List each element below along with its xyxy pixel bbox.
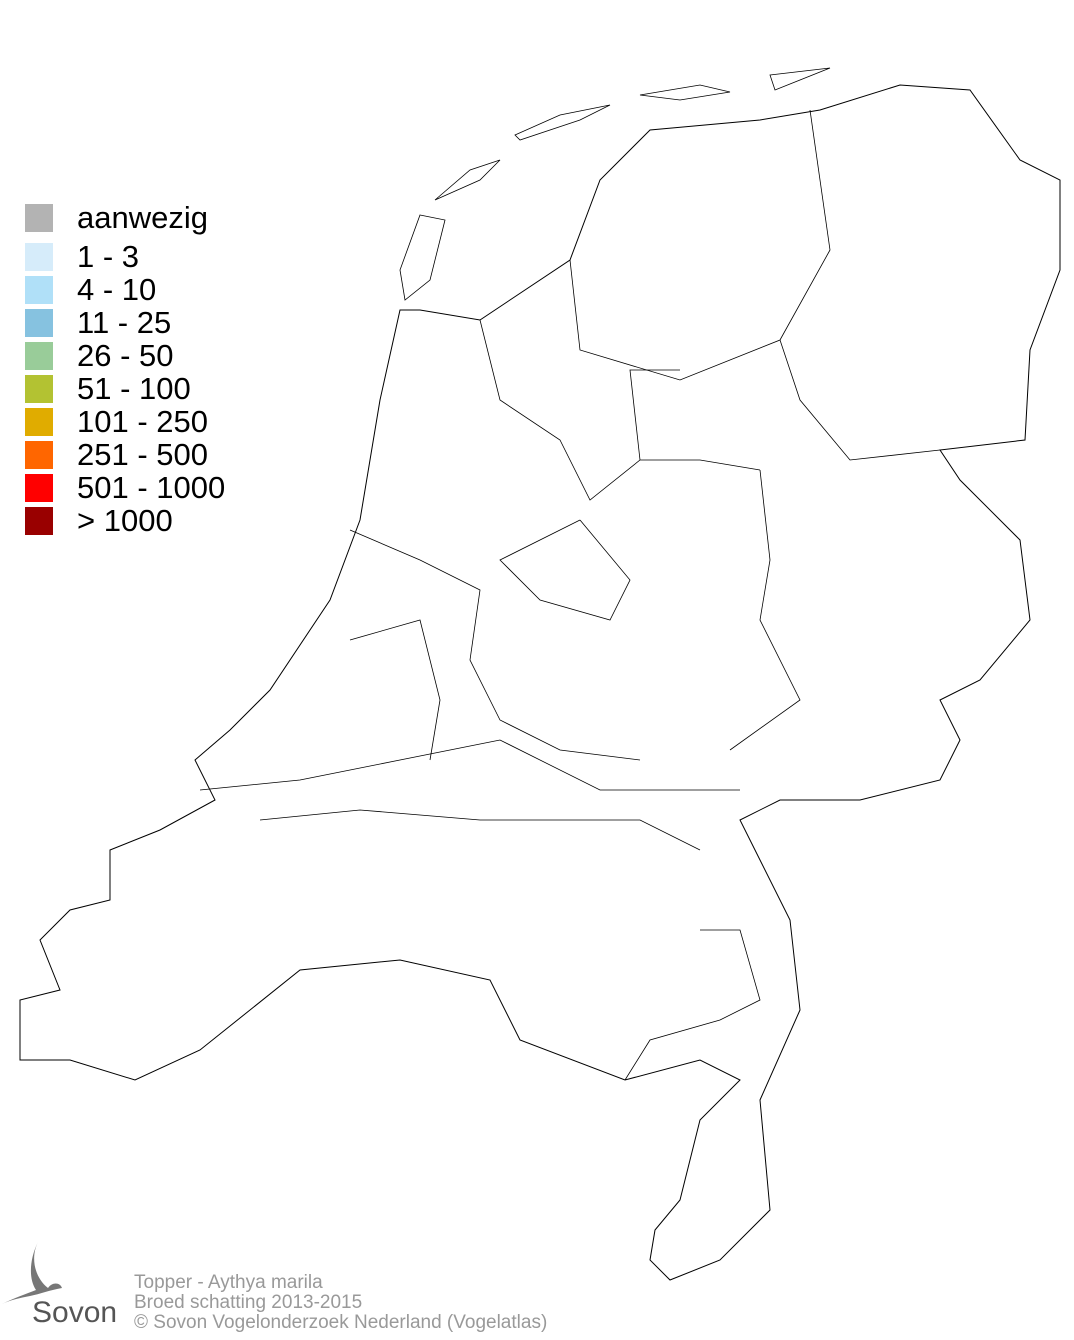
- legend-swatch: [25, 441, 53, 469]
- legend-item: 11 - 25: [25, 305, 171, 340]
- legend-label: 501 - 1000: [77, 470, 226, 505]
- legend-item: 101 - 250: [25, 404, 208, 439]
- legend-label: 11 - 25: [77, 305, 172, 340]
- legend-swatch: [25, 507, 53, 535]
- legend-swatch: [25, 375, 53, 403]
- legend-label: 1 - 3: [77, 239, 140, 274]
- legend-item: 4 - 10: [25, 272, 156, 307]
- legend-swatch: [25, 309, 53, 337]
- legend-item: 51 - 100: [25, 371, 191, 406]
- country-outline: [19, 84, 1061, 1281]
- legend-swatch: [25, 243, 53, 271]
- legend-swatch: [25, 474, 53, 502]
- legend-swatch: [25, 342, 53, 370]
- legend-label: aanwezig: [77, 200, 208, 235]
- legend-swatch: [25, 408, 53, 436]
- legend-label: 51 - 100: [77, 371, 191, 406]
- legend-label: 251 - 500: [77, 437, 208, 472]
- copyright: © Sovon Vogelonderzoek Nederland (Vogela…: [134, 1312, 548, 1333]
- logo-text: Sovon: [32, 1296, 118, 1329]
- legend-item: 251 - 500: [25, 437, 208, 472]
- species-name: Topper - Aythya marila: [134, 1272, 323, 1293]
- swallow-logo-icon: [2, 1242, 62, 1304]
- wadden-islands: [399, 67, 831, 301]
- legend-swatch: [25, 204, 53, 232]
- legend-swatch: [25, 276, 53, 304]
- legend-item: 501 - 1000: [25, 470, 225, 505]
- legend-item: 26 - 50: [25, 338, 174, 373]
- legend-item: aanwezig: [25, 200, 208, 235]
- map-caption: Topper - Aythya marila Broed schatting 2…: [134, 1273, 547, 1333]
- legend-label: 26 - 50: [77, 338, 174, 373]
- legend-label: > 1000: [77, 503, 173, 538]
- legend-item: 1 - 3: [25, 239, 139, 274]
- legend-item: > 1000: [25, 503, 173, 538]
- map-subtitle: Broed schatting 2013-2015: [134, 1292, 363, 1313]
- legend-label: 4 - 10: [77, 272, 157, 307]
- legend-label: 101 - 250: [77, 404, 208, 439]
- province-borders: [199, 109, 941, 1081]
